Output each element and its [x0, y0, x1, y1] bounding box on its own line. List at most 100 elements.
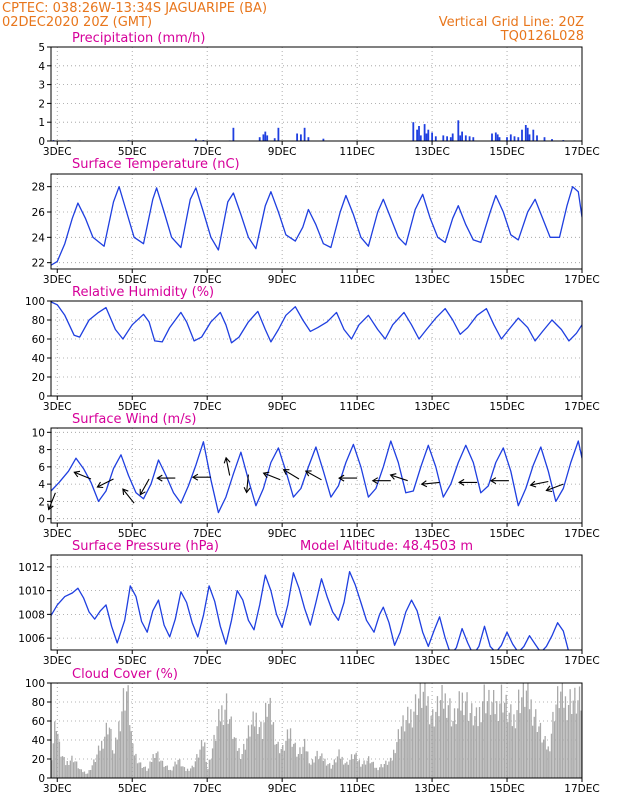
- cloud-bar: [574, 687, 576, 778]
- plot-data: [51, 440, 582, 514]
- wind-arrow: [263, 472, 281, 481]
- cloud-bar: [152, 754, 154, 778]
- cloud-bar: [410, 709, 412, 778]
- cloud-bar: [215, 741, 217, 778]
- cloud-bar: [274, 744, 276, 778]
- cloud-bar: [216, 726, 218, 778]
- cloud-bar: [311, 759, 314, 778]
- cloud-bar: [444, 693, 446, 778]
- cloud-bar: [580, 710, 582, 778]
- x-tick-label: 5DEC: [118, 401, 147, 413]
- wind-arrow: [48, 492, 56, 510]
- wind-arrow-head: [96, 481, 104, 489]
- cloud-bar: [486, 701, 488, 778]
- cloud-bar: [230, 716, 232, 778]
- cloud-bar: [299, 747, 301, 778]
- cloud-bar: [377, 770, 379, 778]
- cloud-bar: [393, 749, 395, 778]
- wind-arrow-head: [338, 474, 345, 482]
- cloud-panel: 0 20 40 60 80 100 3DEC 5DEC 7DEC 9DEC 11DEC 13DEC 15…: [25, 667, 600, 795]
- x-tick-label: 7DEC: [193, 783, 222, 795]
- cloud-bar: [428, 724, 431, 778]
- cloud-bar: [97, 745, 100, 778]
- x-tick-label: 17DEC: [564, 401, 599, 413]
- cloud-bar: [143, 767, 145, 778]
- cloud-bar: [447, 705, 449, 778]
- cloud-bar: [552, 711, 554, 778]
- cloud-bar: [335, 762, 337, 778]
- cloud-bar: [310, 764, 312, 778]
- precip-bar: [322, 138, 325, 141]
- cloud-bar: [571, 714, 573, 778]
- cloud-bar: [79, 769, 81, 778]
- x-tick-label: 11DEC: [339, 528, 374, 540]
- cloud-bar: [191, 765, 193, 778]
- cloud-bar: [497, 721, 499, 778]
- cloud-bar: [252, 711, 254, 778]
- cloud-bar: [455, 724, 457, 778]
- cloud-bar: [240, 759, 242, 778]
- cloud-bar: [329, 763, 331, 778]
- cloud-bar: [197, 757, 200, 778]
- cloud-bar: [171, 770, 173, 778]
- x-tick-label: 11DEC: [339, 274, 374, 286]
- cloud-bar: [553, 721, 556, 778]
- cloud-bar: [527, 683, 529, 778]
- cloud-bar: [243, 743, 245, 778]
- cloud-bar: [510, 704, 512, 778]
- cloud-bar: [424, 683, 426, 778]
- cloud-bar: [488, 689, 490, 778]
- plot-data: [51, 301, 582, 344]
- cloud-bar: [563, 707, 565, 778]
- cloud-bar: [514, 728, 517, 778]
- cloud-bar: [316, 750, 318, 778]
- cloud-bar: [149, 761, 151, 778]
- cloud-bar: [188, 770, 190, 778]
- cloud-bar: [219, 721, 221, 778]
- cloud-bar: [141, 768, 143, 778]
- cloud-bar: [289, 728, 292, 778]
- x-tick-label: 11DEC: [339, 146, 374, 158]
- precip-bar: [461, 131, 463, 141]
- cloud-bar: [572, 700, 574, 778]
- precip-bar: [277, 127, 280, 141]
- cloud-bar: [235, 737, 237, 778]
- cloud-bar: [333, 759, 335, 778]
- cloud-bar: [204, 742, 206, 778]
- precip-bar: [526, 127, 529, 141]
- x-tick-label: 7DEC: [193, 401, 222, 413]
- cloud-bar: [116, 739, 118, 778]
- cloud-bar: [210, 759, 212, 778]
- cloud-bar: [172, 766, 175, 778]
- cloud-bar: [140, 762, 142, 778]
- cloud-bar: [566, 720, 568, 778]
- wind-arrow-head: [458, 478, 465, 486]
- wind-arrow-head: [529, 480, 537, 488]
- panel-title: Relative Humidity (%): [72, 285, 214, 300]
- cloud-bar: [461, 692, 463, 778]
- precip-bar: [524, 125, 527, 141]
- cloud-bar: [322, 760, 324, 778]
- cloud-bar: [300, 754, 303, 778]
- cloud-bar: [464, 701, 467, 778]
- plot-data: [52, 120, 576, 141]
- cloud-bar: [58, 741, 61, 778]
- cloud-bar: [532, 725, 534, 778]
- cloud-bar: [569, 689, 571, 778]
- precip-bar: [266, 135, 269, 141]
- cloud-bar: [60, 756, 62, 778]
- cloud-bar: [332, 764, 334, 778]
- cloud-bar: [435, 711, 437, 778]
- precip-bar: [543, 137, 546, 141]
- cloud-bar: [549, 751, 551, 778]
- y-tick-label: 100: [25, 678, 45, 690]
- cloud-bar: [550, 733, 553, 778]
- cloud-bar: [232, 738, 234, 778]
- humidity-panel: 0 20 40 60 80 100 3DEC 5DEC 7DEC 9DEC 11DEC 13DEC 15…: [25, 285, 600, 413]
- cloud-bar: [157, 751, 159, 778]
- x-tick-label: 15DEC: [489, 783, 524, 795]
- wind-arrow: [122, 488, 135, 504]
- x-tick-label: 15DEC: [489, 274, 524, 286]
- cloud-bar: [268, 703, 270, 778]
- y-tick-label: 1010: [18, 586, 45, 598]
